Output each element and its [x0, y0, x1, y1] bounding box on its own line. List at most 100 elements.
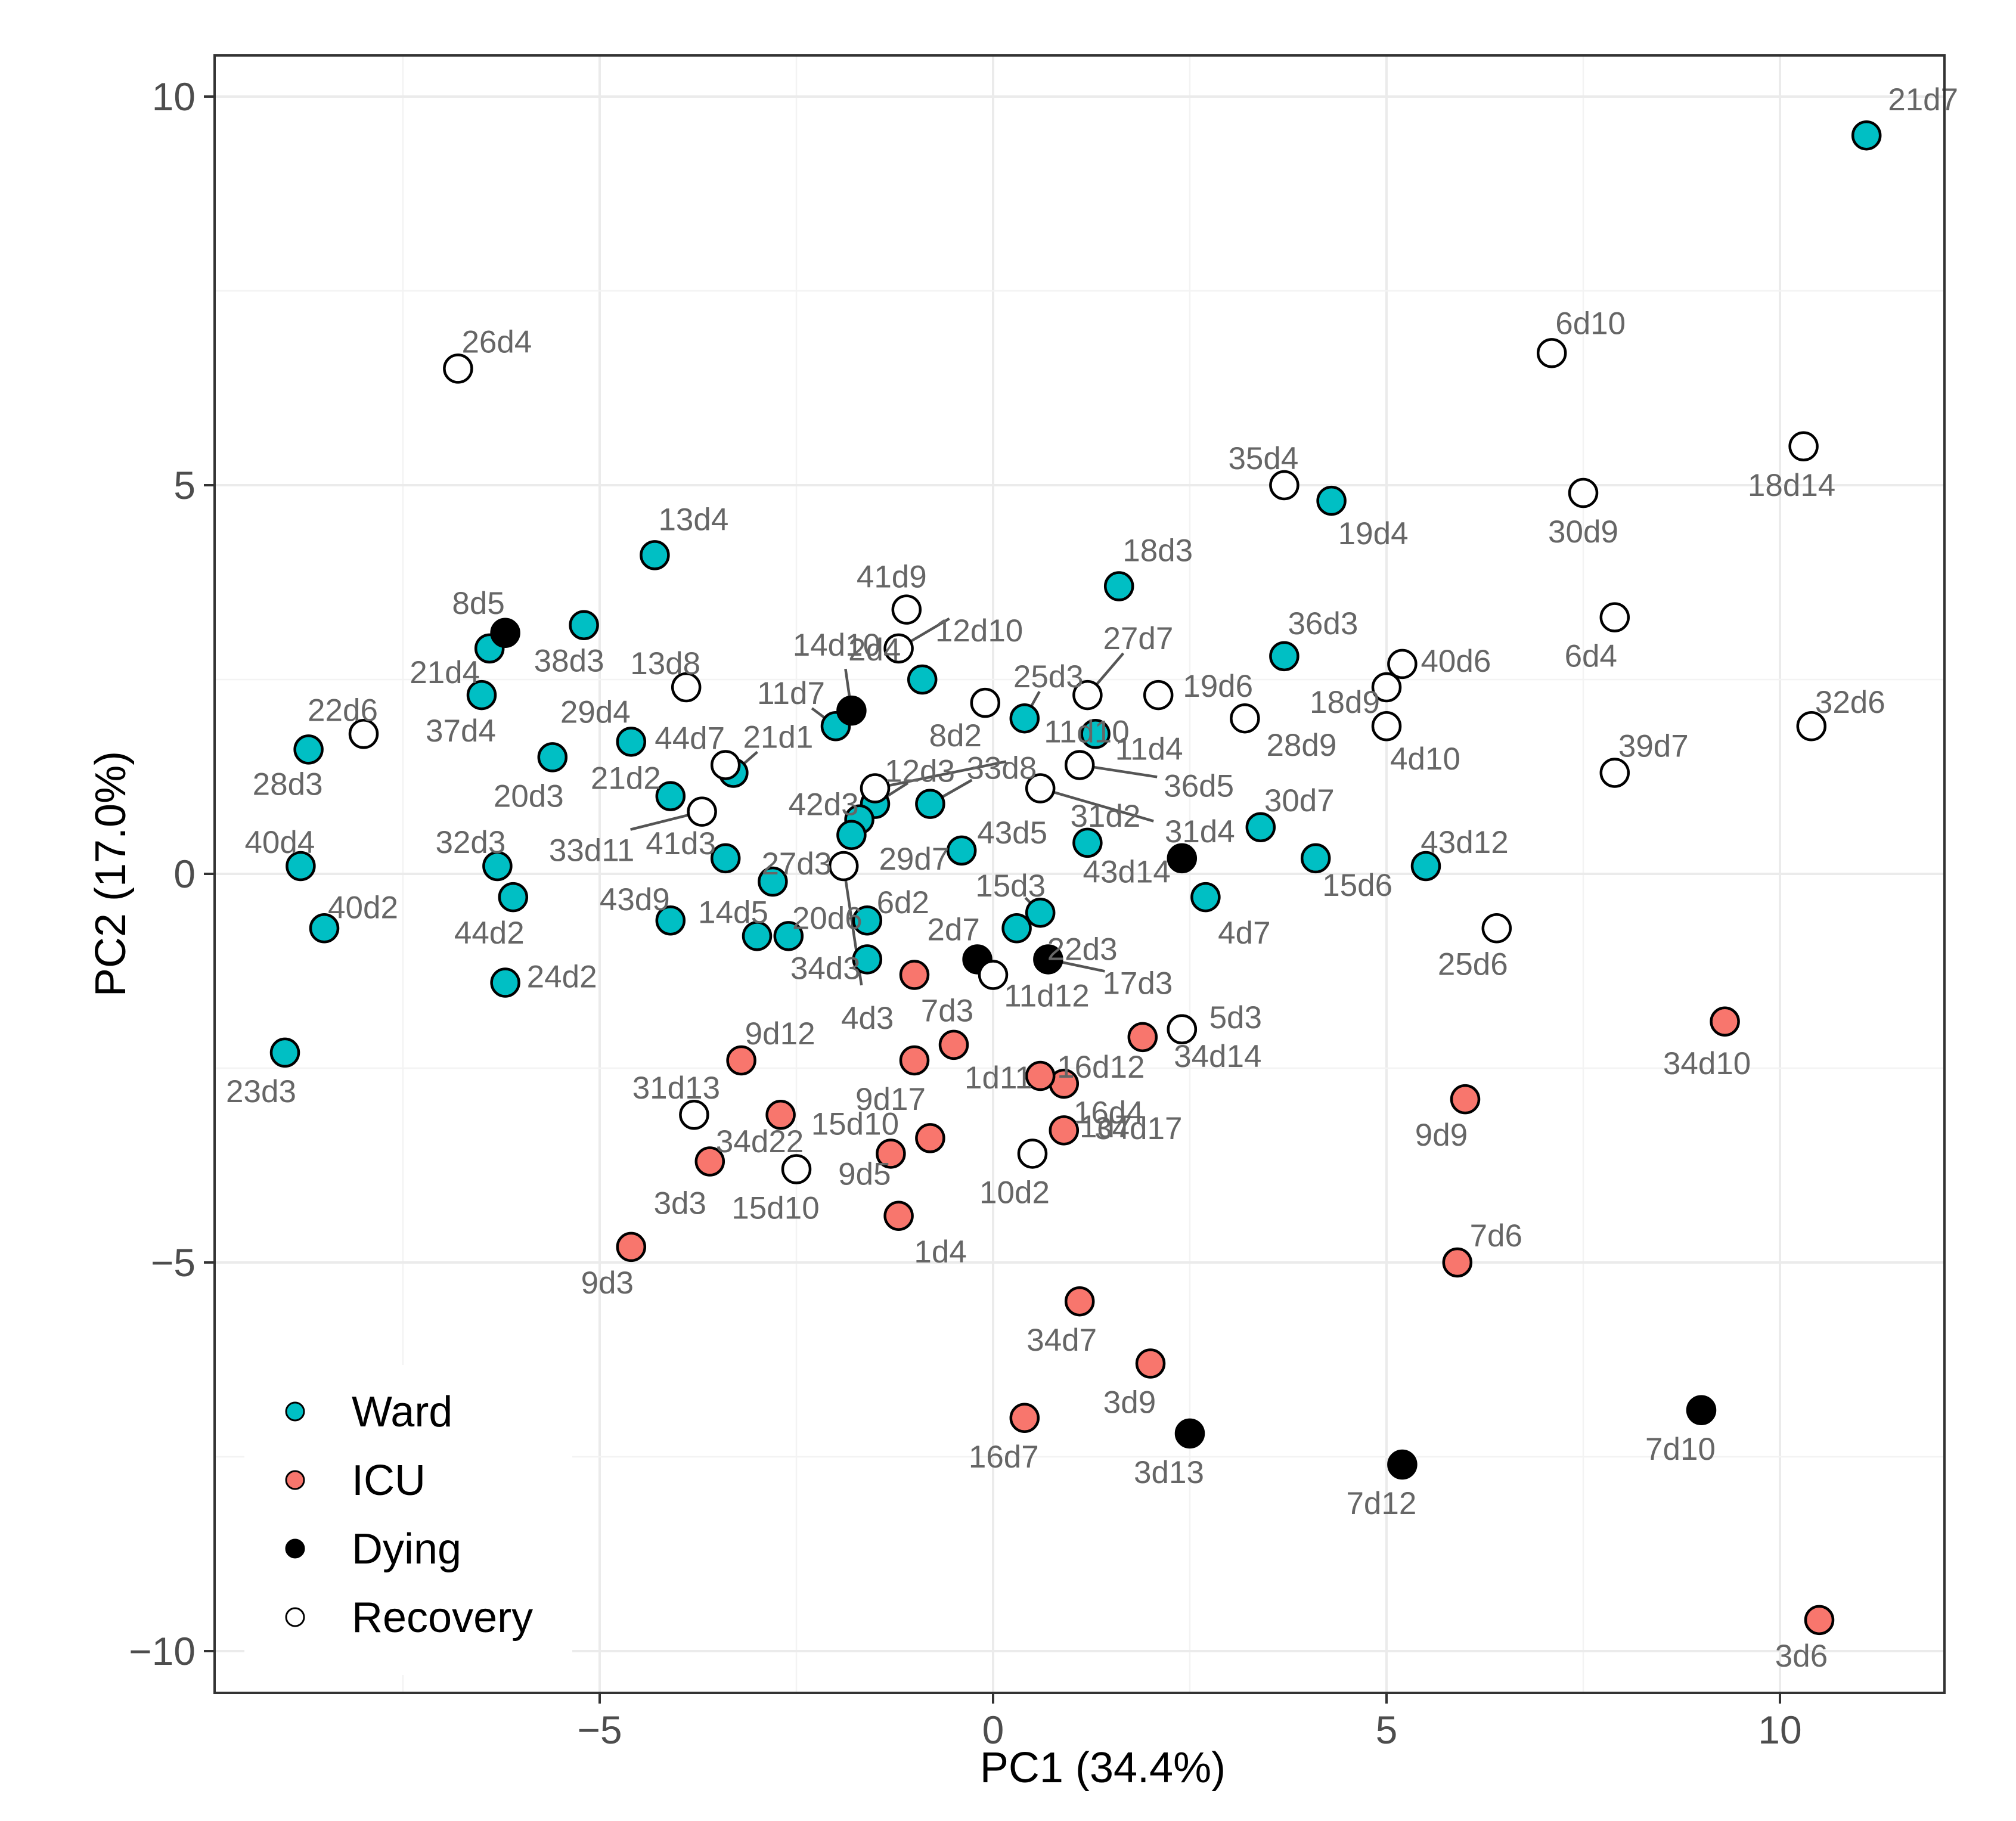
point-label: 33d11: [549, 833, 634, 868]
point-label: 2d7: [927, 912, 979, 947]
point-recovery-34d14: [1167, 1014, 1198, 1045]
x-tick-label: 10: [1758, 1708, 1801, 1752]
point-label: 4d7: [1218, 916, 1270, 951]
point-label: 6d2: [877, 885, 929, 920]
point-label: 15d3: [975, 868, 1046, 904]
point-recovery-30d9: [1568, 477, 1599, 508]
point-label: 9d17: [855, 1082, 926, 1117]
point-label: 30d7: [1264, 783, 1335, 818]
point-label: 43d14: [1083, 855, 1171, 890]
point-label: 25d6: [1438, 947, 1508, 982]
point-ward-32d3: [482, 851, 513, 882]
point-ward-11d4: [1080, 719, 1111, 749]
legend-key-dying: [285, 1538, 305, 1559]
point-ward-2d4: [907, 664, 938, 695]
point-ward-15d3: [1025, 897, 1056, 928]
point-ward-29d7: [836, 820, 867, 851]
point-icu-9d3: [616, 1231, 647, 1262]
point-recovery-15d10: [781, 1154, 812, 1184]
point-ward-4d7: [1190, 882, 1221, 913]
point-label: 25d3: [1013, 659, 1084, 694]
point-ward-20d6: [773, 921, 804, 951]
point-label: 18d3: [1122, 533, 1193, 569]
point-label: 29d7: [879, 842, 949, 877]
y-tick-label: −5: [151, 1240, 196, 1285]
point-icu-9d17: [899, 1045, 930, 1076]
point-label: 10d2: [979, 1175, 1050, 1210]
point-label: 27d7: [1103, 621, 1173, 656]
point-label: 3d9: [1103, 1385, 1156, 1420]
point-label: 7d3: [921, 994, 973, 1029]
point-icu-9d12: [726, 1045, 756, 1076]
point-recovery-22d6: [348, 719, 379, 749]
point-label: 16d4: [1074, 1095, 1144, 1130]
point-label: 28d3: [253, 767, 323, 802]
point-label: 19d4: [1338, 516, 1409, 551]
point-label: 20d6: [792, 901, 863, 936]
point-label: 44d2: [454, 916, 525, 951]
point-label: 34d3: [790, 951, 861, 986]
point-ward-30d7: [1245, 812, 1276, 843]
point-label: 32d3: [435, 825, 505, 860]
point-icu-3d3: [694, 1146, 725, 1177]
point-icu-16d4: [1049, 1115, 1080, 1146]
point-icu-7d6: [1442, 1247, 1473, 1278]
point-ward-29d4: [616, 727, 647, 757]
point-ward-15d6: [1300, 843, 1331, 874]
data-points: [269, 120, 1882, 1636]
point-label: 7d12: [1346, 1486, 1416, 1521]
point-ward-24d2: [490, 967, 520, 998]
point-label: 2d4: [848, 632, 901, 668]
point-dying-7d12: [1387, 1449, 1418, 1480]
point-label: 36d5: [1164, 768, 1234, 804]
point-recovery-4d3: [828, 851, 859, 882]
point-icu-34d7: [1064, 1286, 1095, 1317]
y-tick-label: 5: [173, 463, 196, 507]
point-label: 36d3: [1288, 606, 1358, 641]
point-recovery-43d14: [1025, 773, 1056, 804]
point-ward-6d2: [852, 905, 883, 936]
point-label: 40d2: [328, 890, 398, 925]
axes: −5 0 5 10 −10 −5 0 5 10: [129, 75, 1802, 1752]
point-label: 15d10: [811, 1106, 899, 1141]
x-tick-label: 0: [982, 1708, 1004, 1752]
point-recovery-6d4: [1599, 602, 1630, 632]
point-label: 19d6: [1183, 669, 1253, 704]
point-icu-7d3: [899, 960, 930, 990]
point-ward-21d7: [1851, 120, 1882, 151]
point-ward-40d2: [309, 913, 340, 944]
y-axis-title: PC2 (17.0%): [87, 751, 135, 997]
point-ward-36d3: [1269, 641, 1299, 672]
point-ward-40d4: [286, 851, 316, 882]
point-ward-27d3: [758, 866, 788, 897]
point-recovery-11d12: [978, 960, 1009, 990]
point-ward-28d3: [293, 734, 324, 765]
point-recovery-18d9: [1371, 672, 1402, 703]
point-label: 13d8: [630, 646, 700, 681]
point-label: 20d3: [494, 778, 564, 814]
point-label: 42d3: [789, 787, 859, 823]
point-recovery-44d7: [710, 750, 741, 780]
point-label: 15d10: [731, 1191, 819, 1226]
point-recovery-8d2: [970, 687, 1001, 718]
point-recovery-39d7: [1599, 758, 1630, 788]
legend-key-recovery: [285, 1607, 305, 1627]
point-label: 9d9: [1415, 1118, 1468, 1153]
point-label: 5d3: [1209, 1000, 1262, 1035]
point-label: 12d10: [935, 613, 1023, 649]
point-label: 26d4: [461, 324, 532, 359]
point-ward-20d3: [537, 742, 568, 773]
x-tick-label: 5: [1376, 1708, 1398, 1752]
point-label: 22d3: [1047, 932, 1118, 967]
point-ward-14d5: [742, 921, 773, 951]
point-recovery-26d4: [443, 353, 473, 384]
y-tick-label: 0: [173, 852, 196, 896]
x-tick-label: −5: [577, 1708, 622, 1752]
point-ward-44d2: [498, 882, 529, 913]
point-label: 44d7: [655, 721, 725, 756]
point-recovery-10d2: [1017, 1138, 1048, 1169]
point-label: 18d14: [1748, 468, 1835, 503]
legend-label-ward: Ward: [352, 1388, 452, 1436]
point-ward-13d4: [640, 540, 670, 570]
point-label: 16d12: [1057, 1050, 1145, 1085]
